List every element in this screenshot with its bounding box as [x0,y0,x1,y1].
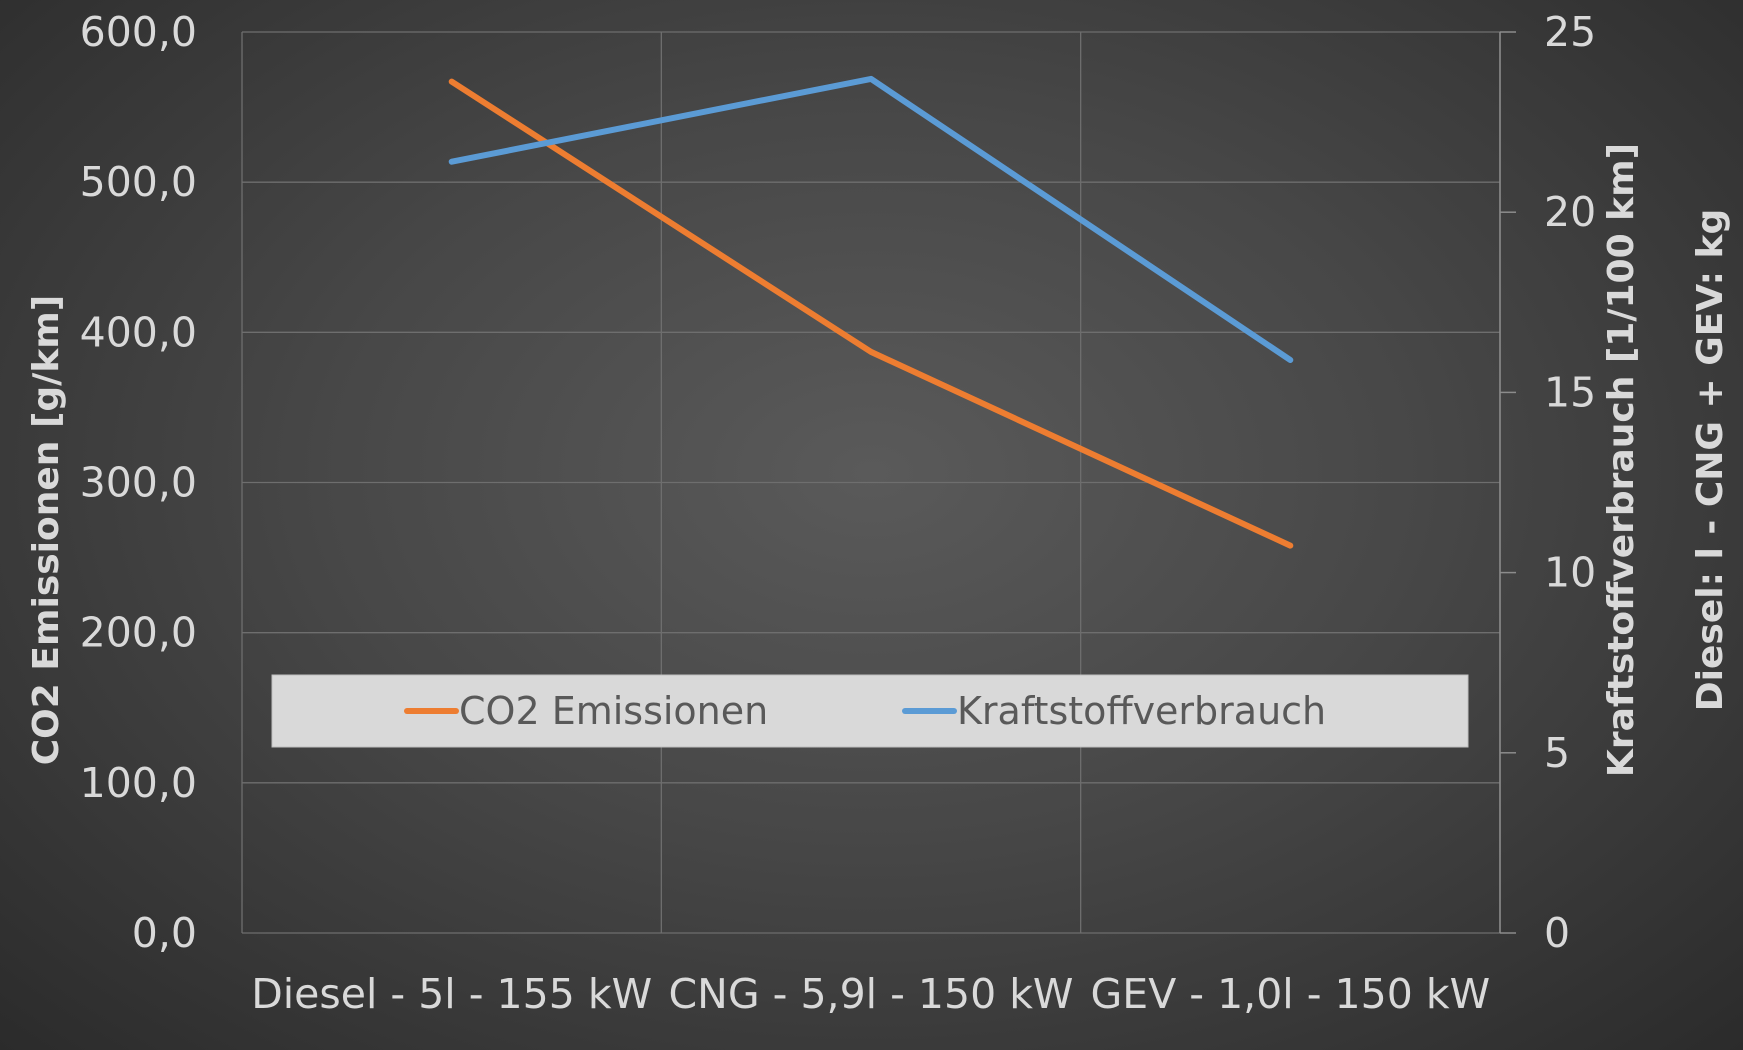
right-y-axis-title-line2: Diesel: l - CNG + GEV: kg [1690,209,1731,711]
right-y-tick-label: 10 [1544,549,1596,597]
series-lines [448,75,1294,549]
right-y-tick-labels: 0 5 10 15 20 25 [1500,8,1596,957]
left-y-tick-label: 400,0 [80,308,197,356]
left-y-tick-label: 500,0 [80,158,197,206]
x-tick-label: GEV - 1,0l - 150 kW [1091,970,1491,1018]
legend-label-kraftstoff: Kraftstoffverbrauch [957,689,1326,733]
right-y-tick-label: 15 [1544,368,1596,416]
left-y-tick-label: 600,0 [80,8,197,56]
left-y-tick-label: 200,0 [80,609,197,657]
right-y-tick-label: 25 [1544,8,1596,56]
series-line-co2 [448,78,1294,549]
right-y-tick-label: 20 [1544,188,1596,236]
legend-box [271,674,1469,748]
legend-label-co2: CO2 Emissionen [459,689,768,733]
right-y-tick-label: 5 [1544,729,1570,777]
left-y-tick-label: 100,0 [80,759,197,807]
left-y-tick-labels: 0,0 100,0 200,0 300,0 400,0 500,0 600,0 [80,8,197,957]
right-y-axis-title-line1: Kraftstoffverbrauch [1/100 km] [1601,143,1642,777]
series-line-kraftstoff [448,75,1294,363]
gridlines [241,31,1501,934]
x-tick-label: Diesel - 5l - 155 kW [251,970,652,1018]
left-y-axis-title: CO2 Emissionen [g/km] [26,295,67,765]
left-y-tick-label: 0,0 [132,909,197,957]
legend: CO2 Emissionen Kraftstoffverbrauch [271,674,1469,748]
right-y-tick-label: 0 [1544,909,1570,957]
x-tick-label: CNG - 5,9l - 150 kW [669,970,1074,1018]
x-tick-labels: Diesel - 5l - 155 kW CNG - 5,9l - 150 kW G… [251,970,1490,1018]
left-y-tick-label: 300,0 [80,459,197,507]
